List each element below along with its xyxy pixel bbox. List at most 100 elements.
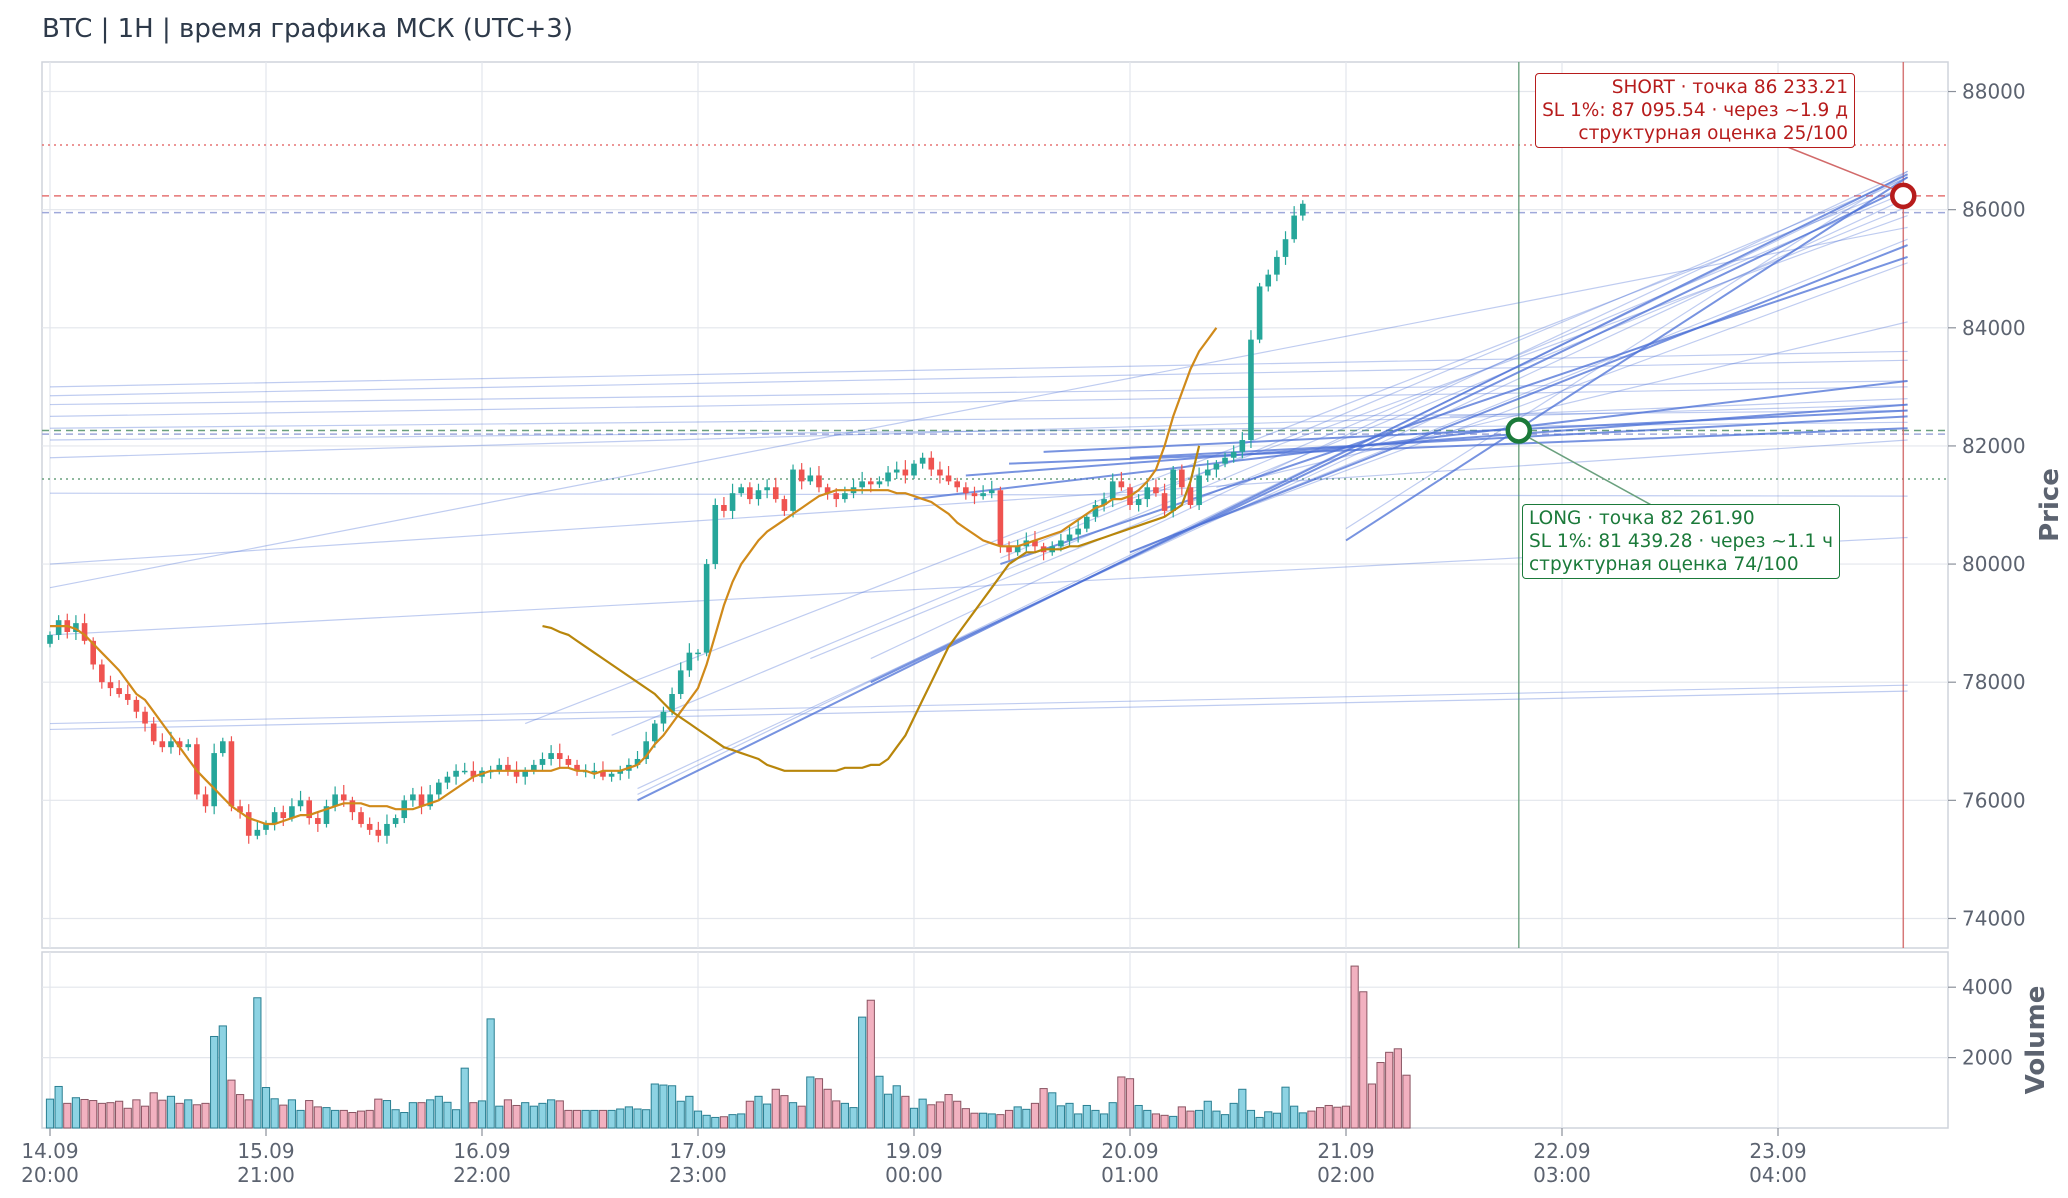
volume-bar (1004, 1109, 1014, 1129)
candle-body (703, 564, 710, 653)
time-tick-time: 01:00 (1101, 1163, 1159, 1187)
trend-line-strong (1000, 255, 1908, 566)
volume-bar (313, 1106, 322, 1129)
candle-body (1144, 487, 1151, 500)
candle-body (461, 770, 468, 773)
candle-body (1179, 469, 1185, 488)
volume-bar (1065, 1102, 1074, 1129)
candle-body (1265, 274, 1272, 287)
volume-bar (460, 1067, 469, 1129)
short-label-line3: структурная оценка 25/100 (1578, 123, 1848, 144)
trend-line (49, 403, 1908, 459)
candle-body (384, 823, 390, 836)
volume-bar (1099, 1113, 1109, 1129)
volume-bar (1298, 1112, 1307, 1129)
volume-bar (996, 1114, 1005, 1129)
candle-body (816, 475, 822, 488)
volume-bar (287, 1099, 297, 1129)
candle-body (410, 794, 416, 801)
trend-line (49, 380, 1908, 406)
candle-body (885, 472, 891, 482)
candle-body (306, 800, 312, 819)
volume-bar (426, 1099, 435, 1129)
volume-bar (486, 1018, 495, 1129)
time-tick-date: 15.09 (237, 1139, 294, 1163)
trend-lines (49, 170, 1909, 802)
volume-bar (1186, 1110, 1195, 1129)
short-entry-marker (1890, 182, 1917, 210)
volume-bar (797, 1105, 806, 1129)
volume-bar (745, 1100, 754, 1129)
candle-body (1084, 516, 1090, 529)
volume-bar (244, 1099, 253, 1129)
candle-body (876, 481, 883, 485)
candle-body (928, 457, 935, 470)
time-tick-time: 04:00 (1749, 1163, 1807, 1187)
volume-bar (1203, 1100, 1212, 1129)
volume-bar (512, 1104, 521, 1129)
volume-bar (63, 1102, 72, 1129)
trend-line (49, 492, 1908, 497)
volume-bar (365, 1109, 374, 1129)
volume-bar (192, 1104, 201, 1129)
volume-bar (80, 1098, 89, 1129)
time-tick-time: 21:00 (237, 1163, 295, 1187)
candle-body (548, 753, 554, 759)
chart-title: BTC | 1H | время графика МСК (UTC+3) (42, 14, 573, 44)
volume-bar (149, 1092, 158, 1129)
candle-body (824, 487, 831, 494)
time-tick-date: 19.09 (885, 1139, 942, 1163)
trend-line (49, 439, 1908, 565)
candle-body (868, 481, 874, 485)
candle-body (1300, 203, 1306, 216)
candle-body (1187, 487, 1194, 505)
candle-body (556, 753, 563, 759)
time-tick-time: 20:00 (21, 1163, 79, 1187)
candle-body (340, 794, 347, 801)
volume-bar (1125, 1078, 1135, 1129)
signal-markers (1505, 145, 1917, 508)
candle-body (781, 499, 788, 511)
volume-bar (935, 1101, 945, 1129)
reference-lines (42, 62, 1948, 948)
candle-body (859, 481, 865, 488)
volume-bar (451, 1109, 461, 1129)
candle-body (902, 469, 909, 476)
volume-bar (184, 1099, 193, 1129)
volume-bar (210, 1035, 219, 1129)
volume-bar (737, 1113, 746, 1129)
candle-body (954, 481, 960, 488)
short-label-connector (1784, 145, 1896, 191)
volume-bar (1333, 1106, 1342, 1129)
volume-bar (140, 1105, 150, 1129)
volume-bar (763, 1103, 772, 1129)
candle-body (444, 776, 451, 783)
candle-body (911, 463, 917, 476)
volume-bar (814, 1078, 824, 1129)
volume-bar (961, 1108, 970, 1129)
time-tick-date: 20.09 (1101, 1139, 1158, 1163)
candle-body (600, 770, 606, 777)
volume-bar (521, 1102, 530, 1129)
candle-body (159, 741, 166, 748)
volume-bar (909, 1107, 919, 1129)
candle-body (142, 711, 148, 724)
volume-bar (667, 1085, 677, 1129)
trend-line (49, 359, 1908, 397)
volume-bar (1385, 1051, 1394, 1129)
candle-body (124, 694, 131, 700)
candle-body (963, 487, 969, 494)
candle-body (323, 806, 330, 824)
price-tick-label: 80000 (1962, 552, 2026, 576)
time-tick-time: 02:00 (1317, 1163, 1375, 1187)
volume-bar (927, 1104, 936, 1129)
volume-bar (1160, 1114, 1169, 1129)
volume-bar (581, 1109, 590, 1129)
volume-bar (1367, 1083, 1377, 1129)
candle-body (945, 475, 952, 482)
volume-bar (296, 1109, 305, 1129)
candle-body (358, 812, 364, 824)
volume-bar (1324, 1104, 1333, 1129)
time-tick-date: 14.09 (21, 1139, 78, 1163)
volume-bar (987, 1113, 996, 1129)
